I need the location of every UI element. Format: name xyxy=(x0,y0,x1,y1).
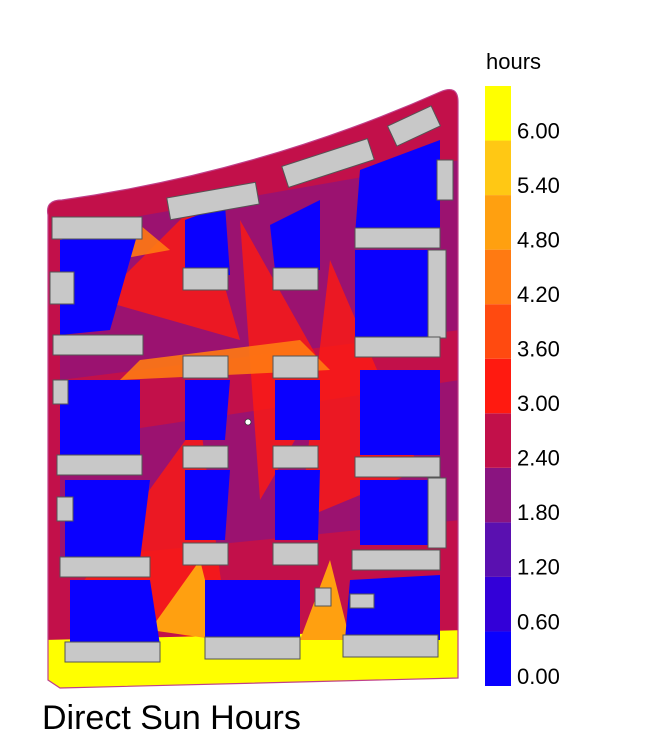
legend-band xyxy=(485,304,511,359)
legend-band xyxy=(485,86,511,141)
site-outline xyxy=(46,89,459,689)
legend-tick-label: 0.00 xyxy=(517,664,560,689)
legend-band xyxy=(485,140,511,196)
chart-title: Direct Sun Hours xyxy=(42,699,301,737)
legend-band xyxy=(485,467,511,523)
legend-tick-label: 1.20 xyxy=(517,555,560,580)
legend-title: hours xyxy=(486,49,541,74)
legend-band xyxy=(485,522,511,577)
legend-tick-label: 3.60 xyxy=(517,337,560,362)
legend-tick-label: 0.60 xyxy=(517,609,560,634)
legend-band xyxy=(485,195,511,250)
legend-tick-label: 5.40 xyxy=(517,173,560,198)
buildings xyxy=(49,105,454,663)
legend-tick-label: 1.80 xyxy=(517,500,560,525)
legend-tick-label: 4.20 xyxy=(517,282,560,307)
legend-tick-label: 3.00 xyxy=(517,391,560,416)
legend-tick-label: 4.80 xyxy=(517,227,560,252)
legend-tick-label: 6.00 xyxy=(517,118,560,143)
legend-band xyxy=(485,249,511,305)
sun-map xyxy=(47,89,459,689)
legend-band xyxy=(485,576,511,632)
legend-band xyxy=(485,631,511,686)
legend-band xyxy=(485,413,511,468)
legend-band xyxy=(485,358,511,414)
legend-tick-label: 2.40 xyxy=(517,446,560,471)
